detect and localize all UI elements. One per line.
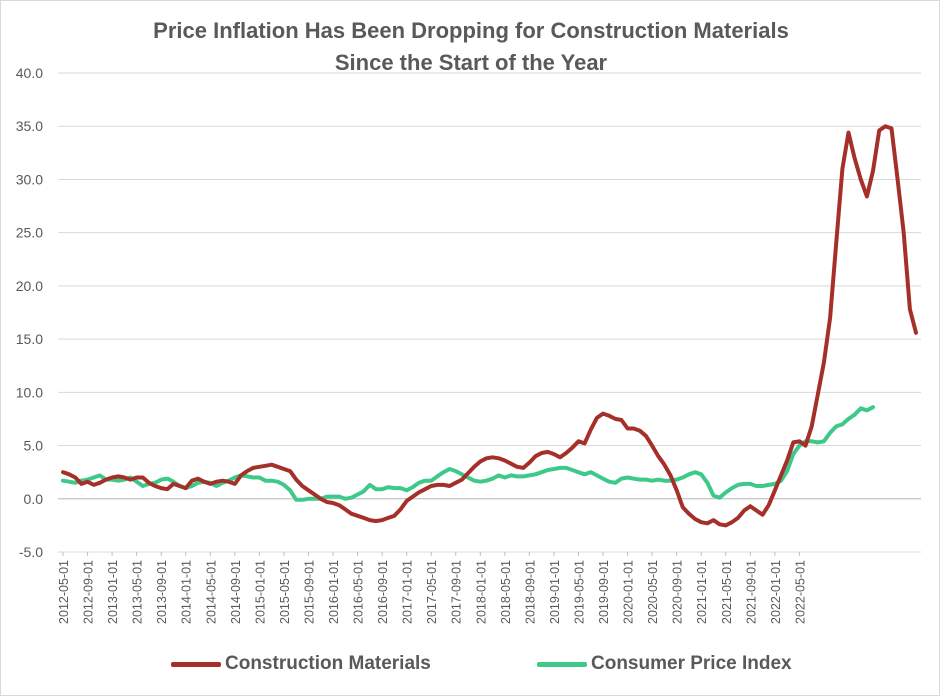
y-tick-label: 10.0	[16, 384, 43, 400]
x-tick-label: 2017-01-01	[401, 560, 415, 624]
legend-swatch-construction-materials	[171, 661, 221, 667]
x-tick-label: 2016-05-01	[352, 560, 366, 624]
x-tick-label: 2013-09-01	[155, 560, 169, 624]
x-tick-label: 2019-05-01	[572, 560, 586, 624]
x-tick-label: 2015-05-01	[278, 560, 292, 624]
legend-item-construction-materials: Construction Materials	[171, 649, 431, 679]
legend-label-consumer-price-index: Consumer Price Index	[591, 653, 792, 674]
y-tick-label: 5.0	[24, 438, 44, 454]
x-tick-label: 2020-09-01	[671, 560, 685, 624]
y-tick-label: 40.0	[16, 65, 43, 81]
x-tick-label: 2021-09-01	[744, 560, 758, 624]
y-tick-label: 35.0	[16, 118, 43, 134]
y-tick-label: 0.0	[24, 491, 44, 507]
x-tick-label: 2017-09-01	[450, 560, 464, 624]
series-line-construction-materials	[61, 124, 918, 528]
x-tick-label: 2022-01-01	[769, 560, 783, 624]
x-tick-label: 2021-01-01	[695, 560, 709, 624]
x-tick-label: 2015-09-01	[302, 560, 316, 624]
legend-item-consumer-price-index: Consumer Price Index	[537, 649, 792, 679]
y-tick-label: 25.0	[16, 225, 43, 241]
x-tick-label: 2012-05-01	[57, 560, 71, 624]
x-tick-label: 2014-05-01	[204, 560, 218, 624]
x-tick-label: 2018-01-01	[474, 560, 488, 624]
series-line-consumer-price-index	[61, 405, 875, 502]
x-tick-label: 2012-09-01	[82, 560, 96, 624]
x-tick-label: 2018-05-01	[499, 560, 513, 624]
x-tick-label: 2014-01-01	[180, 560, 194, 624]
chart-legend: Construction Materials Consumer Price In…	[1, 649, 940, 679]
x-tick-label: 2022-05-01	[793, 560, 807, 624]
chart-title: Price Inflation Has Been Dropping for Co…	[1, 15, 940, 79]
x-tick-label: 2017-05-01	[425, 560, 439, 624]
legend-label-construction-materials: Construction Materials	[225, 653, 431, 674]
y-tick-label: 20.0	[16, 278, 43, 294]
y-tick-label: -5.0	[19, 544, 43, 560]
x-tick-label: 2014-09-01	[229, 560, 243, 624]
x-tick-label: 2018-09-01	[523, 560, 537, 624]
x-tick-label: 2013-01-01	[106, 560, 120, 624]
x-tick-label: 2020-01-01	[622, 560, 636, 624]
x-tick-label: 2013-05-01	[131, 560, 145, 624]
x-tick-label: 2015-01-01	[253, 560, 267, 624]
y-tick-label: 15.0	[16, 331, 43, 347]
legend-swatch-consumer-price-index	[537, 661, 587, 667]
x-tick-label: 2016-01-01	[327, 560, 341, 624]
line-chart: 40.0 35.0 30.0 25.0 20.0 15.0 10.0 5.0 0.0 -5.0 20…	[16, 65, 921, 624]
x-tick-label: 2016-09-01	[376, 560, 390, 624]
x-tick-label: 2019-01-01	[548, 560, 562, 624]
y-tick-label: 30.0	[16, 171, 43, 187]
x-tick-label: 2020-05-01	[646, 560, 660, 624]
x-tick-label: 2021-05-01	[720, 560, 734, 624]
x-tick-label: 2019-09-01	[597, 560, 611, 624]
chart-title-line-2: Since the Start of the Year	[334, 50, 608, 75]
chart-title-line-1: Price Inflation Has Been Dropping for Co…	[153, 18, 789, 43]
